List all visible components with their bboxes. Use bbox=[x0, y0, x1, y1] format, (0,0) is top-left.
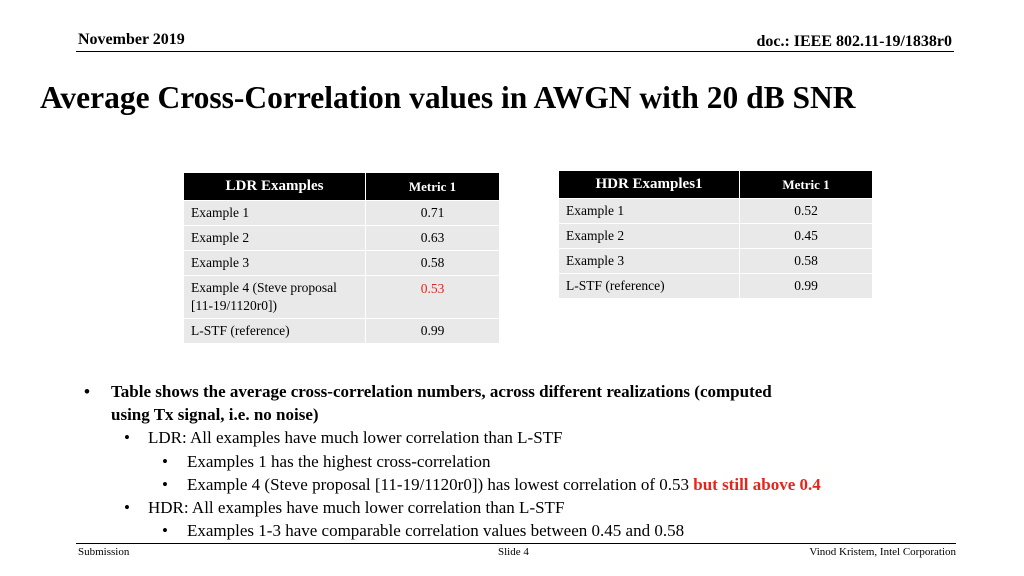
hdr-row-value: 0.52 bbox=[739, 198, 873, 224]
footer-submission: Submission bbox=[78, 546, 130, 558]
table-row: L-STF (reference) 0.99 bbox=[558, 273, 873, 299]
bullet-text: Example 4 (Steve proposal [11-19/1120r0]… bbox=[187, 474, 689, 494]
ldr-row-value: 0.99 bbox=[365, 318, 500, 344]
hdr-row-value: 0.99 bbox=[739, 273, 873, 299]
hdr-row-value: 0.58 bbox=[739, 248, 873, 274]
hdr-row-value: 0.45 bbox=[739, 223, 873, 249]
bullet-text: HDR: All examples have much lower correl… bbox=[148, 498, 565, 518]
hdr-row-label: L-STF (reference) bbox=[558, 273, 740, 299]
table-row: Example 1 0.52 bbox=[558, 198, 873, 224]
ldr-row-value: 0.63 bbox=[365, 225, 500, 251]
ldr-row-label: Example 1 bbox=[183, 200, 366, 226]
bullet-dot-icon: • bbox=[162, 521, 168, 541]
bullet-list: • Table shows the average cross-correlat… bbox=[84, 380, 821, 542]
bullet-item: • Table shows the average cross-correlat… bbox=[84, 380, 791, 426]
bullet-text: Table shows the average cross-correlatio… bbox=[111, 382, 772, 425]
bullet-item: • LDR: All examples have much lower corr… bbox=[84, 426, 821, 449]
bullet-dot-icon: • bbox=[162, 451, 168, 471]
bullet-dot-icon: • bbox=[162, 474, 168, 494]
ldr-row-value-highlight: 0.53 bbox=[365, 275, 500, 319]
table-row: Example 3 0.58 bbox=[558, 248, 873, 274]
table-header-row: LDR Examples Metric 1 bbox=[183, 172, 500, 201]
footer-author: Vinod Kristem, Intel Corporation bbox=[809, 546, 956, 558]
table-row: Example 4 (Steve proposal [11-19/1120r0]… bbox=[183, 275, 500, 319]
hdr-table: HDR Examples1 Metric 1 Example 1 0.52 Ex… bbox=[558, 170, 873, 299]
hdr-row-label: Example 2 bbox=[558, 223, 740, 249]
ldr-row-value: 0.71 bbox=[365, 200, 500, 226]
ldr-row-label: Example 3 bbox=[183, 250, 366, 276]
bullet-text: LDR: All examples have much lower correl… bbox=[148, 428, 563, 448]
hdr-row-label: Example 1 bbox=[558, 198, 740, 224]
bullet-text: Examples 1-3 have comparable correlation… bbox=[187, 521, 685, 541]
bullet-item: • Examples 1-3 have comparable correlati… bbox=[84, 519, 821, 542]
bullet-item: • Examples 1 has the highest cross-corre… bbox=[84, 450, 821, 473]
bullet-dot-icon: • bbox=[124, 498, 130, 518]
footer-divider bbox=[76, 543, 956, 544]
footer-slide-number: Slide 4 bbox=[498, 546, 529, 558]
ldr-row-label: Example 4 (Steve proposal [11-19/1120r0]… bbox=[183, 275, 366, 319]
bullet-item: • HDR: All examples have much lower corr… bbox=[84, 496, 821, 519]
slide-title: Average Cross-Correlation values in AWGN… bbox=[40, 80, 856, 115]
bullet-dot-icon: • bbox=[84, 382, 90, 401]
table-row: Example 2 0.63 bbox=[183, 225, 500, 251]
hdr-header-metric: Metric 1 bbox=[739, 170, 873, 199]
ldr-header-examples: LDR Examples bbox=[183, 172, 366, 201]
ldr-table: LDR Examples Metric 1 Example 1 0.71 Exa… bbox=[183, 172, 500, 344]
header-doc-id: doc.: IEEE 802.11-19/1838r0 bbox=[756, 33, 952, 50]
ldr-row-label: Example 2 bbox=[183, 225, 366, 251]
hdr-header-examples: HDR Examples1 bbox=[558, 170, 740, 199]
hdr-row-label: Example 3 bbox=[558, 248, 740, 274]
table-row: Example 1 0.71 bbox=[183, 200, 500, 226]
table-header-row: HDR Examples1 Metric 1 bbox=[558, 170, 873, 199]
ldr-row-value: 0.58 bbox=[365, 250, 500, 276]
table-row: Example 2 0.45 bbox=[558, 223, 873, 249]
bullet-item: • Example 4 (Steve proposal [11-19/1120r… bbox=[84, 473, 821, 496]
bullet-text: Examples 1 has the highest cross-correla… bbox=[187, 451, 491, 471]
table-row: L-STF (reference) 0.99 bbox=[183, 318, 500, 344]
bullet-highlight: but still above 0.4 bbox=[693, 474, 821, 494]
header-date: November 2019 bbox=[78, 31, 185, 48]
bullet-dot-icon: • bbox=[124, 428, 130, 448]
ldr-row-label: L-STF (reference) bbox=[183, 318, 366, 344]
table-row: Example 3 0.58 bbox=[183, 250, 500, 276]
ldr-header-metric: Metric 1 bbox=[365, 172, 500, 201]
header-divider bbox=[76, 51, 954, 52]
